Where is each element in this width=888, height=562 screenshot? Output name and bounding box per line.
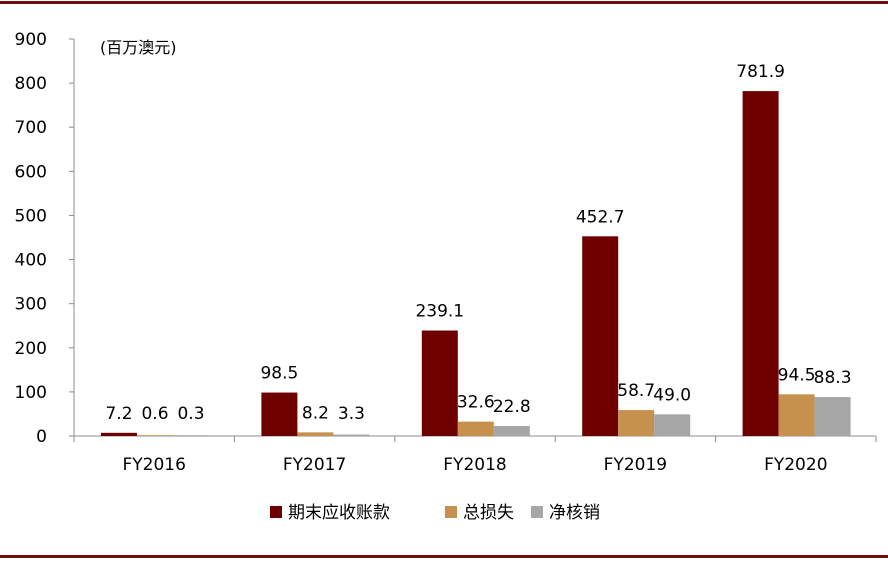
chart-bars: [101, 91, 851, 437]
data-label: 32.6: [457, 393, 495, 413]
data-label: 0.3: [177, 404, 204, 424]
x-tick-label: FY2017: [283, 455, 346, 475]
chart-axes: 0 100 200 300 400 500 600 700 800 900 FY2016 FY2017…: [15, 30, 877, 475]
unit-note: (百万澳元): [100, 38, 177, 57]
bar: [173, 435, 209, 436]
data-label: 94.5: [778, 365, 816, 385]
data-label: 3.3: [338, 404, 365, 424]
x-tick-label: FY2018: [443, 455, 506, 475]
data-label: 452.7: [576, 207, 625, 227]
data-label: 781.9: [736, 62, 785, 82]
data-label: 58.7: [617, 381, 655, 401]
top-border-rule: [0, 1, 888, 4]
bar: [493, 425, 530, 436]
data-label: 0.6: [141, 404, 168, 424]
bar: [582, 236, 619, 436]
y-tick-label: 0: [36, 427, 47, 447]
data-label: 98.5: [260, 364, 298, 384]
data-label: 22.8: [493, 397, 531, 417]
y-tick-label: 400: [15, 251, 47, 271]
legend-label: 期末应收账款: [288, 503, 390, 523]
bar: [778, 394, 815, 436]
y-tick-label: 100: [15, 383, 47, 403]
x-tick-label: FY2016: [122, 455, 185, 475]
bar: [297, 432, 334, 436]
legend-label: 总损失: [463, 503, 514, 523]
y-tick-label: 800: [15, 74, 47, 94]
bar: [654, 414, 691, 436]
bar: [101, 432, 137, 436]
y-tick-label: 500: [15, 206, 47, 226]
legend-label: 净核销: [549, 503, 600, 523]
x-tick-label: FY2020: [764, 455, 827, 475]
bar: [618, 410, 655, 436]
bar: [421, 330, 458, 436]
data-label: 7.2: [105, 404, 132, 424]
y-tick-label: 200: [15, 339, 47, 359]
legend-swatch: [270, 506, 282, 518]
legend-swatch: [445, 506, 457, 518]
legend-swatch: [531, 506, 543, 518]
data-label: 8.2: [302, 403, 329, 423]
chart-data-labels: 7.2 0.6 0.3 98.58.2 3.3 239.1 32.622.8 452.7 58.…: [105, 62, 851, 424]
data-label: 239.1: [415, 302, 464, 322]
y-tick-label: 600: [15, 162, 47, 182]
data-label: 49.0: [653, 385, 691, 405]
y-tick-label: 700: [15, 118, 47, 138]
bar: [137, 435, 173, 436]
bar: [457, 421, 494, 436]
bottom-border-rule: [0, 555, 888, 558]
bar: [814, 397, 851, 436]
bar: [742, 91, 779, 437]
bar: [261, 392, 298, 436]
x-tick-label: FY2019: [604, 455, 667, 475]
y-tick-label: 300: [15, 295, 47, 315]
data-label: 88.3: [814, 368, 852, 388]
y-tick-label: 900: [15, 30, 47, 50]
chart-legend: 期末应收账款 总损失 净核销: [270, 503, 600, 523]
bar: [333, 434, 370, 436]
